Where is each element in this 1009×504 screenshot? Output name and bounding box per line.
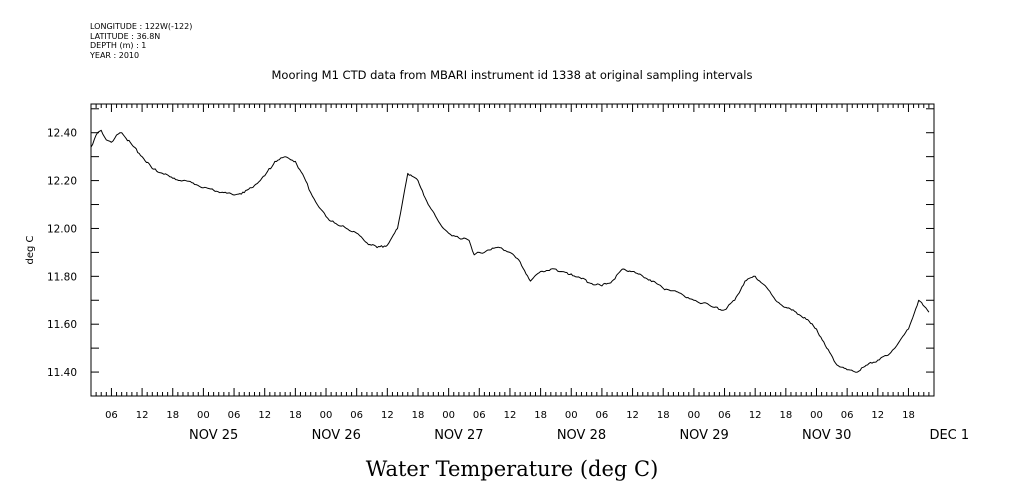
x-tick-label: 06 [473, 410, 486, 421]
x-day-label: NOV 29 [679, 428, 728, 443]
x-tick-label: 12 [749, 410, 762, 421]
metadata-latitude: LATITUDE : 36.8N [90, 31, 161, 41]
y-axis-label: deg C [25, 235, 36, 264]
x-tick-label: 00 [197, 410, 210, 421]
y-tick-label: 11.60 [47, 319, 77, 331]
x-day-label: DEC 1 [929, 428, 969, 443]
metadata-block: LONGITUDE : 122W(-122) LATITUDE : 36.8N … [90, 22, 192, 60]
metadata-year: YEAR : 2010 [90, 50, 140, 60]
x-day-label: NOV 25 [189, 428, 238, 443]
chart-title: Mooring M1 CTD data from MBARI instrumen… [272, 68, 753, 82]
x-tick-label: 12 [136, 410, 149, 421]
x-day-label: NOV 30 [802, 428, 851, 443]
x-tick-label: 00 [442, 410, 455, 421]
y-tick-label: 12.40 [47, 128, 77, 140]
x-tick-label: 18 [166, 410, 179, 421]
x-tick-label: 18 [779, 410, 792, 421]
x-day-label: NOV 27 [434, 428, 483, 443]
x-tick-label: 00 [688, 410, 701, 421]
x-tick-label: 12 [258, 410, 271, 421]
y-tick-label: 12.20 [47, 176, 77, 188]
metadata-depth: DEPTH (m) : 1 [90, 41, 147, 50]
x-tick-label: 06 [718, 410, 731, 421]
x-axis-label: Water Temperature (deg C) [366, 457, 659, 481]
x-tick-label: 18 [289, 410, 302, 421]
x-tick-label: 00 [320, 410, 333, 421]
x-tick-label: 06 [841, 410, 854, 421]
x-tick-label: 00 [565, 410, 578, 421]
x-day-label: NOV 26 [312, 428, 361, 443]
x-tick-label: 18 [657, 410, 670, 421]
x-tick-label: 12 [871, 410, 884, 421]
y-tick-label: 12.00 [47, 223, 77, 235]
x-tick-label: 18 [534, 410, 547, 421]
x-tick-label: 00 [810, 410, 823, 421]
x-tick-label: 06 [350, 410, 363, 421]
x-tick-label: 06 [596, 410, 609, 421]
x-tick-label: 18 [412, 410, 425, 421]
y-axis: 11.40 11.60 11.80 12.00 12.20 12.40 [47, 108, 934, 397]
x-tick-label: 18 [902, 410, 915, 421]
x-tick-label: 06 [228, 410, 241, 421]
x-day-label: NOV 28 [557, 428, 606, 443]
x-tick-label: 12 [626, 410, 639, 421]
x-axis: 06 12 18 00 06 12 18 00 06 12 18 00 06 12 18 00 06 12 18 00… [90, 104, 969, 443]
x-tick-label: 12 [381, 410, 394, 421]
plot-frame [90, 103, 935, 397]
y-tick-label: 11.80 [47, 271, 77, 283]
x-tick-label: 12 [504, 410, 517, 421]
y-tick-label: 11.40 [47, 367, 77, 379]
series-line [90, 129, 930, 373]
x-tick-label: 06 [105, 410, 118, 421]
metadata-longitude: LONGITUDE : 122W(-122) [90, 22, 193, 31]
